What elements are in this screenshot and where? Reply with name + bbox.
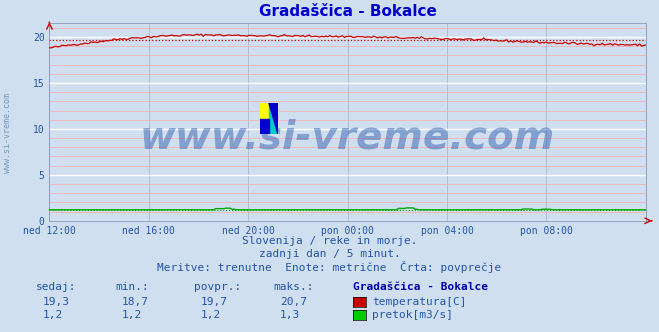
Text: min.:: min.: xyxy=(115,283,149,292)
Text: www.si-vreme.com: www.si-vreme.com xyxy=(3,93,13,173)
Bar xyxy=(269,103,278,134)
Text: 18,7: 18,7 xyxy=(122,297,149,307)
Text: Gradaščica - Bokalce: Gradaščica - Bokalce xyxy=(353,283,488,292)
Text: 19,3: 19,3 xyxy=(43,297,70,307)
Text: 1,2: 1,2 xyxy=(43,310,63,320)
Bar xyxy=(260,119,269,134)
Text: pretok[m3/s]: pretok[m3/s] xyxy=(372,310,453,320)
Text: temperatura[C]: temperatura[C] xyxy=(372,297,467,307)
Text: www.si-vreme.com: www.si-vreme.com xyxy=(140,119,556,157)
Text: zadnji dan / 5 minut.: zadnji dan / 5 minut. xyxy=(258,249,401,259)
Bar xyxy=(260,103,269,119)
Text: 1,2: 1,2 xyxy=(201,310,221,320)
Title: Gradaščica - Bokalce: Gradaščica - Bokalce xyxy=(259,4,436,19)
Text: Slovenija / reke in morje.: Slovenija / reke in morje. xyxy=(242,236,417,246)
Text: 19,7: 19,7 xyxy=(201,297,228,307)
Text: sedaj:: sedaj: xyxy=(36,283,76,292)
Text: 1,3: 1,3 xyxy=(280,310,301,320)
Polygon shape xyxy=(269,103,278,134)
Text: Meritve: trenutne  Enote: metrične  Črta: povprečje: Meritve: trenutne Enote: metrične Črta: … xyxy=(158,261,501,273)
Text: 20,7: 20,7 xyxy=(280,297,307,307)
Text: maks.:: maks.: xyxy=(273,283,314,292)
Text: povpr.:: povpr.: xyxy=(194,283,242,292)
Text: 1,2: 1,2 xyxy=(122,310,142,320)
